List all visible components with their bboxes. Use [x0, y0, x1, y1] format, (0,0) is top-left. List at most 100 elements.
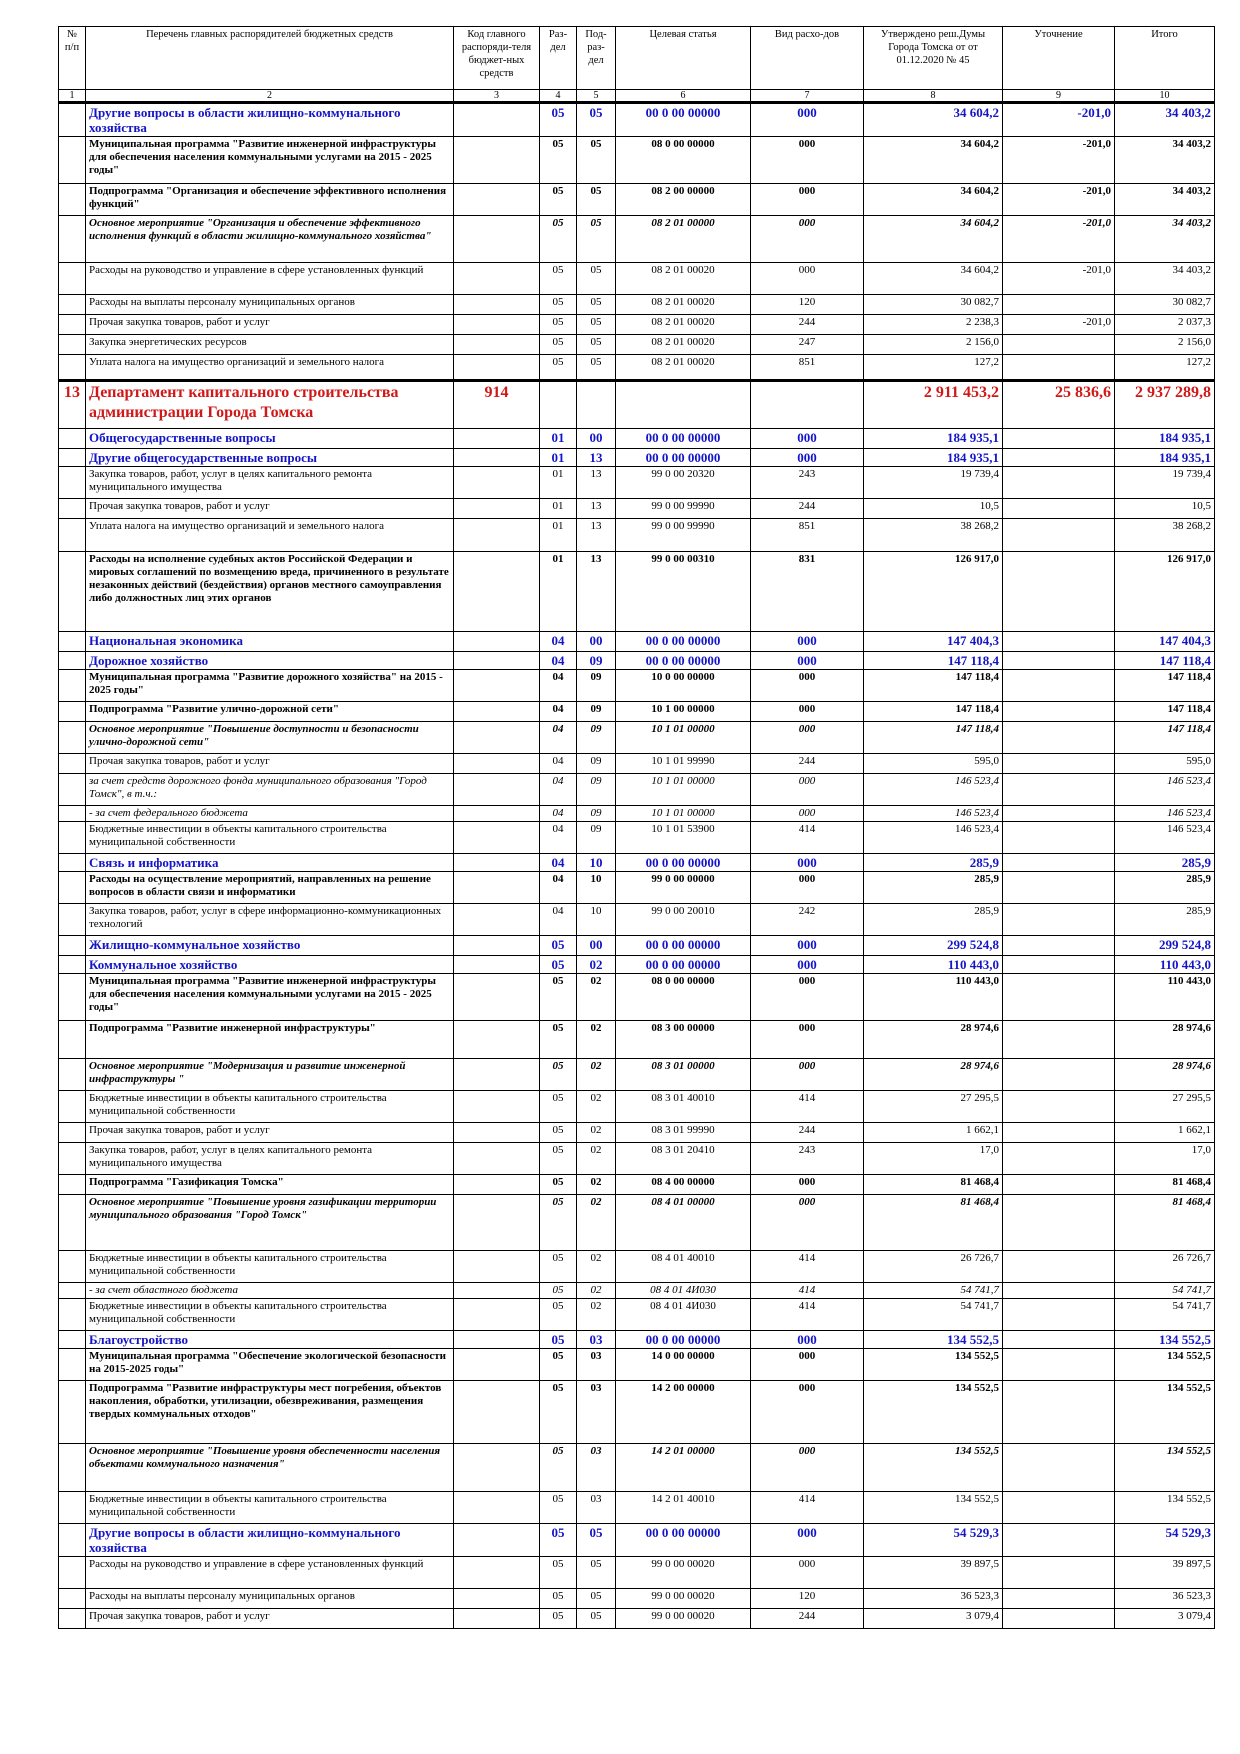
cell-manager-code — [453, 973, 540, 1021]
cell-expense-type: 851 — [750, 518, 864, 552]
cell-target-item: 10 1 01 00000 — [615, 773, 751, 806]
cell-number — [58, 1443, 86, 1492]
cell-number — [58, 334, 86, 355]
cell-total: 34 403,2 — [1114, 102, 1215, 137]
cell-subsection: 02 — [576, 973, 616, 1021]
cell-section: 05 — [539, 1588, 577, 1609]
cell-total: 134 552,5 — [1114, 1380, 1215, 1444]
cell-name: Основное мероприятие "Модернизация и раз… — [85, 1058, 454, 1091]
cell-number — [58, 1250, 86, 1283]
cell-number — [58, 973, 86, 1021]
cell-manager-code — [453, 1491, 540, 1524]
cell-section: 04 — [539, 871, 577, 904]
cell-total: 28 974,6 — [1114, 1020, 1215, 1059]
cell-subsection: 05 — [576, 183, 616, 216]
cell-approved: 127,2 — [863, 354, 1003, 381]
cell-name: Муниципальная программа "Развитие дорожн… — [85, 669, 454, 702]
cell-number — [58, 935, 86, 956]
cell-change — [1002, 551, 1115, 632]
cell-target-item: 08 2 01 00020 — [615, 294, 751, 315]
cell-subsection: 13 — [576, 466, 616, 499]
cell-manager-code — [453, 183, 540, 216]
col-header-expense-type: Вид расхо-дов — [750, 26, 864, 90]
cell-subsection: 13 — [576, 498, 616, 519]
cell-change — [1002, 1142, 1115, 1175]
table-row: - за счет областного бюджета 05 02 08 4 01 … — [58, 1282, 1215, 1299]
cell-total: 34 403,2 — [1114, 136, 1215, 184]
cell-manager-code — [453, 631, 540, 652]
cell-total: 34 403,2 — [1114, 262, 1215, 295]
table-row: Прочая закупка товаров, работ и услуг 05 0… — [58, 1608, 1215, 1629]
cell-number — [58, 1058, 86, 1091]
cell-target-item — [615, 379, 751, 429]
cell-subsection: 09 — [576, 773, 616, 806]
cell-expense-type: 000 — [750, 1380, 864, 1444]
cell-change — [1002, 1348, 1115, 1381]
cell-total: 38 268,2 — [1114, 518, 1215, 552]
cell-change: -201,0 — [1002, 262, 1115, 295]
cell-target-item: 00 0 00 00000 — [615, 631, 751, 652]
cell-target-item: 14 2 01 00000 — [615, 1443, 751, 1492]
cell-total: 54 741,7 — [1114, 1298, 1215, 1331]
cell-total: 134 552,5 — [1114, 1330, 1215, 1349]
table-row: Расходы на руководство и управление в сф… — [58, 1556, 1215, 1589]
cell-approved: 147 404,3 — [863, 631, 1003, 652]
cell-number — [58, 1556, 86, 1589]
col-number: 3 — [453, 89, 540, 104]
cell-manager-code — [453, 821, 540, 854]
cell-section: 05 — [539, 1298, 577, 1331]
cell-expense-type: 244 — [750, 1608, 864, 1629]
cell-manager-code — [453, 334, 540, 355]
cell-target-item: 08 3 00 00000 — [615, 1020, 751, 1059]
cell-manager-code — [453, 701, 540, 722]
cell-approved: 285,9 — [863, 871, 1003, 904]
cell-number — [58, 314, 86, 335]
cell-section: 05 — [539, 262, 577, 295]
cell-name: Дорожное хозяйство — [85, 651, 454, 670]
cell-target-item: 99 0 00 20320 — [615, 466, 751, 499]
table-row: - за счет федерального бюджета 04 09 10 1 0… — [58, 805, 1215, 822]
cell-approved: 2 156,0 — [863, 334, 1003, 355]
cell-total: 26 726,7 — [1114, 1250, 1215, 1283]
cell-expense-type: 414 — [750, 1282, 864, 1299]
cell-change — [1002, 498, 1115, 519]
cell-total: 110 443,0 — [1114, 955, 1215, 974]
cell-approved: 285,9 — [863, 903, 1003, 936]
cell-change — [1002, 428, 1115, 449]
table-row: Подпрограмма "Развитие инфраструктуры ме… — [58, 1380, 1215, 1444]
cell-total: 134 552,5 — [1114, 1348, 1215, 1381]
cell-target-item: 08 2 01 00000 — [615, 215, 751, 263]
table-row: Бюджетные инвестиции в объекты капитальн… — [58, 1298, 1215, 1331]
cell-section: 05 — [539, 1523, 577, 1557]
cell-section: 05 — [539, 1090, 577, 1123]
cell-number — [58, 1090, 86, 1123]
cell-expense-type: 414 — [750, 1298, 864, 1331]
cell-manager-code — [453, 1250, 540, 1283]
cell-change — [1002, 1491, 1115, 1524]
cell-name: Национальная экономика — [85, 631, 454, 652]
cell-name: Подпрограмма "Газификация Томска" — [85, 1174, 454, 1195]
cell-section: 04 — [539, 753, 577, 774]
cell-expense-type: 000 — [750, 701, 864, 722]
col-number: 1 — [58, 89, 86, 104]
table-row: Национальная экономика 04 00 00 0 00 00000 0… — [58, 631, 1215, 652]
cell-name: Муниципальная программа "Развитие инжене… — [85, 973, 454, 1021]
cell-approved: 38 268,2 — [863, 518, 1003, 552]
table-row: Подпрограмма "Развитие улично-дорожной с… — [58, 701, 1215, 722]
cell-subsection: 10 — [576, 903, 616, 936]
cell-expense-type: 000 — [750, 1330, 864, 1349]
cell-manager-code — [453, 1298, 540, 1331]
cell-change — [1002, 973, 1115, 1021]
cell-subsection: 02 — [576, 1020, 616, 1059]
cell-target-item: 10 1 01 99990 — [615, 753, 751, 774]
cell-approved: 134 552,5 — [863, 1443, 1003, 1492]
cell-section: 05 — [539, 334, 577, 355]
col-number: 10 — [1114, 89, 1215, 104]
cell-manager-code — [453, 753, 540, 774]
cell-target-item: 99 0 00 20010 — [615, 903, 751, 936]
table-row: Муниципальная программа "Развитие инжене… — [58, 136, 1215, 184]
cell-approved: 134 552,5 — [863, 1348, 1003, 1381]
cell-section: 05 — [539, 1330, 577, 1349]
cell-name: Расходы на осуществление мероприятий, на… — [85, 871, 454, 904]
cell-manager-code — [453, 428, 540, 449]
